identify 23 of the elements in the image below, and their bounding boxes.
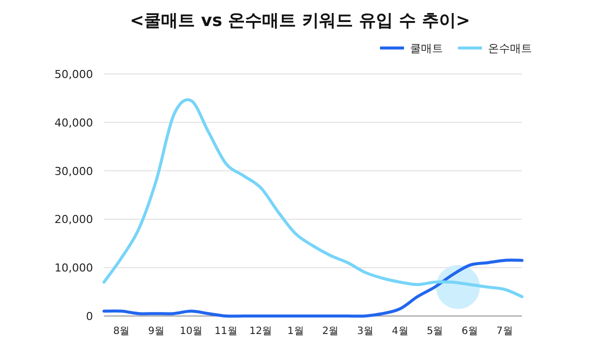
y-tick-label: 30,000 bbox=[54, 164, 93, 178]
y-tick-label: 20,000 bbox=[54, 213, 93, 226]
y-tick-label: 0 bbox=[86, 310, 93, 323]
legend-label: 온수매트 bbox=[488, 42, 532, 55]
line-series bbox=[102, 258, 524, 318]
x-tick-label: 2월 bbox=[322, 326, 339, 337]
x-tick-label: 12월 bbox=[249, 326, 272, 337]
x-tick-label: 9월 bbox=[148, 326, 164, 337]
x-tick-label: 7월 bbox=[496, 326, 513, 337]
x-tick-label: 8월 bbox=[113, 326, 130, 337]
chart-title: <쿨매트 vs 온수매트 키워드 유입 수 추이> bbox=[130, 11, 470, 31]
y-tick-label: 40,000 bbox=[54, 116, 93, 130]
y-tick-label: 50,000 bbox=[54, 68, 93, 81]
y-tick-label: 10,000 bbox=[54, 262, 93, 275]
x-tick-label: 11월 bbox=[214, 326, 238, 337]
x-tick-label: 4월 bbox=[392, 326, 408, 337]
x-tick-label: 10월 bbox=[180, 326, 202, 337]
x-tick-label: 1월 bbox=[287, 326, 304, 337]
x-tick-label: 3월 bbox=[357, 326, 374, 337]
line-series bbox=[102, 98, 524, 298]
x-tick-label: 5월 bbox=[426, 326, 444, 337]
x-tick-label: 6월 bbox=[462, 326, 478, 337]
legend-label: 쿨매트 bbox=[410, 42, 443, 55]
